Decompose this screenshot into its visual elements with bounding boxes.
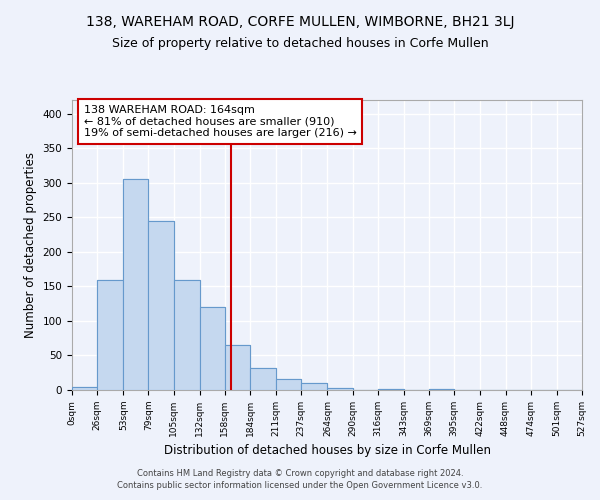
Bar xyxy=(328,388,353,390)
Text: Contains HM Land Registry data © Crown copyright and database right 2024.: Contains HM Land Registry data © Crown c… xyxy=(137,468,463,477)
Bar xyxy=(276,379,301,390)
Bar xyxy=(378,388,404,390)
Bar xyxy=(328,388,353,390)
Text: 138 WAREHAM ROAD: 164sqm
← 81% of detached houses are smaller (910)
19% of semi-: 138 WAREHAM ROAD: 164sqm ← 81% of detach… xyxy=(83,105,356,138)
Bar xyxy=(72,386,97,390)
Bar xyxy=(72,386,97,390)
Bar xyxy=(301,383,328,390)
Bar xyxy=(97,280,123,390)
Bar xyxy=(378,388,404,390)
Text: Contains public sector information licensed under the Open Government Licence v3: Contains public sector information licen… xyxy=(118,481,482,490)
Bar xyxy=(200,307,225,390)
Bar xyxy=(225,345,250,390)
Bar xyxy=(173,280,200,390)
Bar xyxy=(250,368,276,390)
Text: Size of property relative to detached houses in Corfe Mullen: Size of property relative to detached ho… xyxy=(112,38,488,51)
Bar xyxy=(301,383,328,390)
Bar xyxy=(148,221,173,390)
Bar xyxy=(429,388,454,390)
Bar xyxy=(148,221,173,390)
Y-axis label: Number of detached properties: Number of detached properties xyxy=(24,152,37,338)
Bar xyxy=(429,388,454,390)
X-axis label: Distribution of detached houses by size in Corfe Mullen: Distribution of detached houses by size … xyxy=(163,444,491,458)
Bar xyxy=(123,180,148,390)
Bar xyxy=(173,280,200,390)
Bar xyxy=(225,345,250,390)
Bar xyxy=(276,379,301,390)
Bar xyxy=(250,368,276,390)
Bar xyxy=(123,180,148,390)
Bar xyxy=(97,280,123,390)
Bar xyxy=(200,307,225,390)
Text: 138, WAREHAM ROAD, CORFE MULLEN, WIMBORNE, BH21 3LJ: 138, WAREHAM ROAD, CORFE MULLEN, WIMBORN… xyxy=(86,15,514,29)
